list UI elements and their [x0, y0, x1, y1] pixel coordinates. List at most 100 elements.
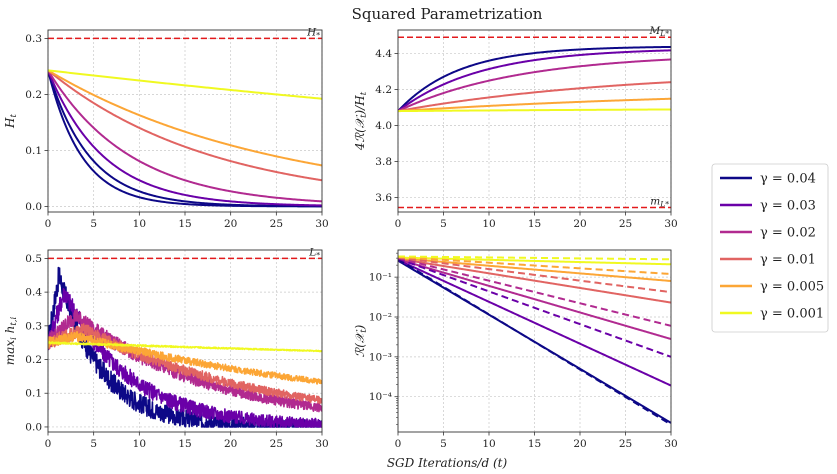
x-tick-label: 25 [270, 438, 283, 450]
series-line-gamma-0.01 [398, 81, 671, 113]
reference-line-label: ML* [649, 25, 670, 38]
x-tick-label: 15 [528, 438, 541, 450]
y-tick-label: 10⁻² [369, 311, 392, 323]
y-tick-label: 0.1 [25, 145, 42, 157]
y-tick-label: 0.3 [25, 320, 42, 332]
x-tick-label: 25 [619, 438, 632, 450]
y-tick-label: 3.8 [375, 156, 392, 168]
y-tick-label: 4.2 [375, 84, 392, 96]
panel-top-left: H* 0 5 10 15 20 25 30 0.0 0.1 0.2 0.3 Ht [3, 26, 329, 230]
x-tick-label: 25 [619, 218, 632, 230]
series-line-gamma-0.001 [48, 69, 322, 100]
reference-line-label: mL* [650, 195, 669, 208]
legend: γ = 0.04 γ = 0.03 γ = 0.02 γ = 0.01 γ = 0.00… [711, 163, 829, 333]
y-tick-label: 0.2 [25, 89, 42, 101]
panel-bottom-left: L* 0 5 10 15 20 25 30 0.0 0.1 0.2 0.3 0.4 0.5 maxi ht,… [3, 246, 329, 450]
axes-frame [397, 29, 672, 213]
x-tick-label: 25 [270, 218, 283, 230]
x-tick-label: 20 [224, 438, 237, 450]
series-line-gamma-0.04 [48, 70, 322, 208]
y-tick-label: 3.6 [375, 192, 392, 204]
series-line-gamma-0.001 [48, 341, 322, 353]
y-tick-label: 4.0 [375, 120, 392, 132]
y-axis-label: Ht [3, 113, 19, 128]
reference-line-label: H* [306, 26, 320, 39]
series-line-gamma-0.005 [48, 69, 322, 167]
x-tick-label: 10 [133, 438, 146, 450]
y-tick-label: 0.4 [25, 287, 42, 299]
series-line-gamma-0.03 [48, 69, 322, 207]
x-tick-label: 5 [440, 218, 447, 230]
series-line-gamma-0.01 [398, 256, 671, 294]
x-tick-label: 15 [178, 218, 191, 230]
y-tick-label: 4.4 [375, 48, 392, 60]
series-line-gamma-0.001 [398, 255, 671, 261]
series-line-gamma-0.02 [48, 69, 322, 203]
series-line-gamma-0.03 [398, 49, 671, 112]
y-axis-label: maxi ht,i [3, 317, 19, 366]
y-axis-label: ℛ(𝒳t) [353, 324, 369, 357]
x-tick-label: 5 [440, 438, 447, 450]
y-tick-label: 0.0 [25, 421, 42, 433]
x-tick-label: 30 [664, 218, 677, 230]
legend-entry-label: γ = 0.03 [760, 199, 816, 214]
legend-entry-label: γ = 0.005 [760, 280, 824, 295]
series-line-gamma-0.04 [398, 258, 671, 426]
series-line-gamma-0.01 [48, 69, 322, 182]
legend-entry-label: γ = 0.02 [760, 226, 816, 241]
y-tick-label: 0.2 [25, 354, 42, 366]
x-tick-label: 30 [664, 438, 677, 450]
series-line-gamma-0.01 [48, 323, 322, 405]
x-tick-label: 5 [90, 218, 97, 230]
shared-x-axis-label: SGD Iterations/d (t) [387, 456, 508, 470]
series-line-gamma-0.005 [398, 97, 671, 113]
x-tick-label: 0 [45, 218, 52, 230]
series-line-gamma-0.005 [48, 330, 322, 385]
plot-area [398, 45, 671, 113]
plot-area [398, 255, 671, 426]
axes-frame [47, 29, 323, 213]
series-line-gamma-0.001 [398, 256, 671, 266]
x-tick-label: 20 [573, 438, 586, 450]
series-line-gamma-0.001 [398, 108, 671, 113]
plot-area [48, 266, 322, 428]
x-tick-label: 15 [178, 438, 191, 450]
legend-entry-label: γ = 0.001 [760, 307, 824, 322]
x-tick-label: 15 [528, 218, 541, 230]
panel-top-right: ML* mL* 0 5 10 15 20 25 30 3.6 3.8 4.0 4.2 4.4 4ℛ(𝒳t)/… [353, 25, 678, 230]
series-line-gamma-0.02 [398, 58, 671, 112]
x-tick-label: 0 [45, 438, 52, 450]
plot-area [48, 69, 322, 208]
x-tick-label: 10 [133, 218, 146, 230]
series-line-gamma-0.04 [398, 45, 671, 112]
series-line-gamma-0.005 [398, 256, 671, 275]
series-line-gamma-0.005 [398, 257, 671, 283]
x-tick-label: 20 [224, 218, 237, 230]
y-tick-label: 10⁻³ [369, 351, 392, 363]
x-tick-label: 10 [482, 218, 495, 230]
y-tick-label: 0.5 [25, 253, 42, 265]
y-tick-label: 10⁻⁴ [369, 391, 392, 403]
legend-entry-label: γ = 0.01 [760, 253, 816, 268]
y-tick-label: 0.1 [25, 388, 42, 400]
x-tick-label: 0 [395, 218, 402, 230]
reference-line-label: L* [308, 246, 320, 259]
y-tick-label: 10⁻¹ [369, 272, 392, 284]
panel-bottom-right: 0 5 10 15 20 25 30 10⁻⁴ 10⁻³ 10⁻² 10⁻¹ ℛ(𝒳t) [353, 249, 678, 450]
x-tick-label: 10 [482, 438, 495, 450]
legend-entry-label: γ = 0.04 [760, 172, 816, 187]
y-axis-label: 4ℛ(𝒳t)/Ht [353, 91, 369, 151]
x-tick-label: 20 [573, 218, 586, 230]
x-tick-label: 0 [395, 438, 402, 450]
series-line-gamma-0.02 [398, 258, 671, 340]
series-line-gamma-0.01 [398, 257, 671, 304]
x-tick-label: 30 [315, 438, 328, 450]
y-tick-label: 0.3 [25, 33, 42, 45]
figure-title: Squared Parametrization [352, 5, 543, 23]
series-line-gamma-0.03 [398, 259, 671, 387]
series-line-gamma-0.03 [398, 257, 671, 358]
x-tick-label: 30 [315, 218, 328, 230]
series-line-gamma-0.04 [48, 266, 322, 428]
series-line-gamma-0.02 [398, 257, 671, 327]
